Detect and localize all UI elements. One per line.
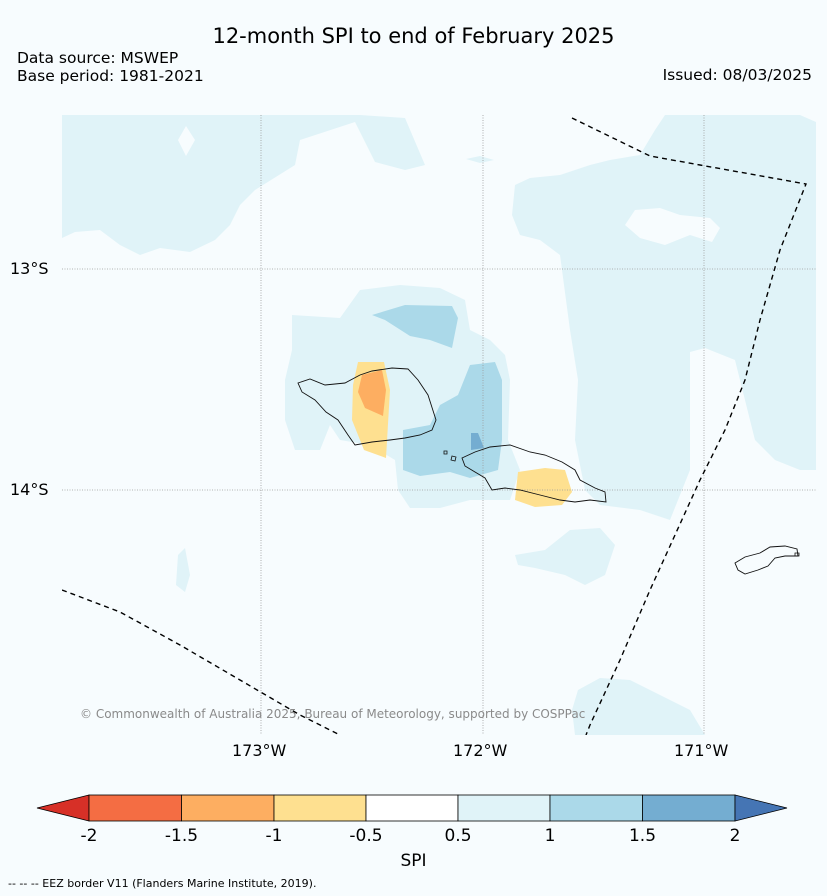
issued-date: Issued: 08/03/2025 xyxy=(662,66,812,84)
colorbar-segment-05-1 xyxy=(457,794,551,822)
colorbar-extend-low xyxy=(36,794,90,822)
spi-region-dark-blue xyxy=(471,433,484,450)
spi-region-light-blue-islet xyxy=(466,156,494,163)
lon-label-171w: 171°W xyxy=(674,741,729,760)
lon-label-172w: 172°W xyxy=(453,741,508,760)
graticule xyxy=(62,115,816,735)
spi-region-light-blue-ne-hole xyxy=(625,208,720,245)
lon-label-173w: 173°W xyxy=(232,741,287,760)
colorbar-tick: 2 xyxy=(729,826,741,846)
copyright-notice: © Commonwealth of Australia 2025, Bureau… xyxy=(80,707,586,721)
colorbar-segments xyxy=(36,794,788,822)
spi-region-orange xyxy=(358,370,386,416)
data-source-text: Data source: MSWEP xyxy=(17,49,179,67)
spi-map xyxy=(62,115,816,735)
colorbar-segment-m2-m15 xyxy=(88,794,182,822)
colorbar-tick: -0.5 xyxy=(349,826,383,846)
colorbar-segment-1-15 xyxy=(549,794,643,822)
spi-region-light-blue-west-islet xyxy=(176,548,190,592)
colorbar xyxy=(36,794,788,822)
island-apolima xyxy=(443,450,448,455)
map-metadata: Data source: MSWEP Base period: 1981-202… xyxy=(17,49,204,85)
spi-region-light-blue-hole xyxy=(178,126,195,156)
eez-border xyxy=(62,117,807,735)
island-upolu xyxy=(461,444,607,503)
spi-region-medium-blue-north xyxy=(372,305,458,348)
colorbar-tick: -1 xyxy=(265,826,283,846)
base-period-text: Base period: 1981-2021 xyxy=(17,67,204,85)
spi-region-light-blue-se-islet xyxy=(515,528,615,585)
island-manono xyxy=(450,455,457,462)
island-aunuu xyxy=(794,552,800,557)
colorbar-tick: 1 xyxy=(544,826,556,846)
colorbar-segment-m15-m1 xyxy=(181,794,275,822)
colorbar-label: SPI xyxy=(400,851,427,871)
colorbar-segment-15-2 xyxy=(642,794,736,822)
colorbar-segment-m05-05 xyxy=(365,794,459,822)
colorbar-tick: 0.5 xyxy=(444,826,472,846)
map-title: 12-month SPI to end of February 2025 xyxy=(212,24,615,48)
colorbar-extend-high xyxy=(734,794,788,822)
lat-label-14s: 14°S xyxy=(10,480,49,499)
spi-region-yellow-east xyxy=(515,468,572,507)
island-savaii xyxy=(297,367,437,446)
lat-label-13s: 13°S xyxy=(10,259,49,278)
spi-contours xyxy=(62,115,816,735)
colorbar-segment-m1-m05 xyxy=(273,794,367,822)
spi-region-light-blue-nw xyxy=(62,115,425,255)
eez-border-footnote: -- -- -- EEZ border V11 (Flanders Marine… xyxy=(8,877,317,890)
spi-region-light-blue-ne xyxy=(512,115,816,520)
colorbar-tick: -1.5 xyxy=(164,826,199,846)
island-tutuila xyxy=(734,545,799,575)
colorbar-tick: 1.5 xyxy=(628,826,657,846)
colorbar-tick: -2 xyxy=(80,826,98,846)
